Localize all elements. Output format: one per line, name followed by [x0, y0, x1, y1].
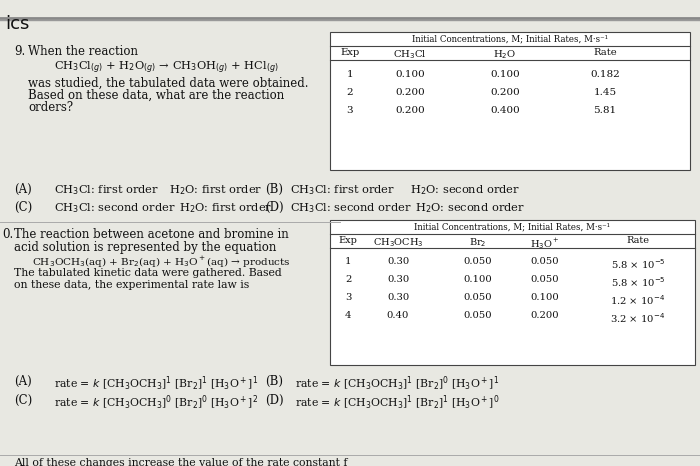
Text: 0.200: 0.200	[531, 311, 559, 320]
Text: CH$_3$Cl: second order: CH$_3$Cl: second order	[290, 201, 412, 215]
Text: 4: 4	[344, 311, 351, 320]
Text: 2: 2	[345, 275, 351, 284]
Text: 0.30: 0.30	[387, 257, 409, 266]
Text: 1.45: 1.45	[594, 88, 617, 97]
Text: (A): (A)	[14, 375, 32, 388]
Text: 3.2 × 10$^{-4}$: 3.2 × 10$^{-4}$	[610, 311, 666, 325]
Text: Br$_2$: Br$_2$	[469, 236, 486, 249]
Text: 0.40: 0.40	[387, 311, 409, 320]
Text: CH$_3$Cl: first order: CH$_3$Cl: first order	[290, 183, 395, 197]
Text: (B): (B)	[265, 375, 283, 388]
Text: H$_2$O: H$_2$O	[494, 48, 517, 61]
Text: 0.050: 0.050	[531, 257, 559, 266]
Text: 5.8 × 10$^{-5}$: 5.8 × 10$^{-5}$	[610, 257, 666, 271]
Text: The tabulated kinetic data were gathered. Based: The tabulated kinetic data were gathered…	[14, 268, 281, 278]
Text: 0.: 0.	[2, 228, 13, 241]
Text: 0.100: 0.100	[490, 70, 520, 79]
Text: 0.050: 0.050	[463, 293, 492, 302]
Text: 0.100: 0.100	[463, 275, 492, 284]
Text: Initial Concentrations, M; Initial Rates, M·s⁻¹: Initial Concentrations, M; Initial Rates…	[412, 34, 608, 43]
Text: 1: 1	[346, 70, 354, 79]
Text: 0.30: 0.30	[387, 275, 409, 284]
Text: rate = $k$ [CH$_3$OCH$_3$]$^1$ [Br$_2$]$^1$ [H$_3$O$^+$]$^0$: rate = $k$ [CH$_3$OCH$_3$]$^1$ [Br$_2$]$…	[295, 394, 499, 412]
Text: CH$_3$Cl$_{(g)}$ + H$_2$O$_{(g)}$ → CH$_3$OH$_{(g)}$ + HCl$_{(g)}$: CH$_3$Cl$_{(g)}$ + H$_2$O$_{(g)}$ → CH$_…	[54, 60, 279, 76]
Text: 0.050: 0.050	[463, 311, 492, 320]
Text: The reaction between acetone and bromine in: The reaction between acetone and bromine…	[14, 228, 288, 241]
FancyBboxPatch shape	[330, 32, 690, 170]
Text: 0.30: 0.30	[387, 293, 409, 302]
Text: Initial Concentrations, M; Initial Rates, M·s⁻¹: Initial Concentrations, M; Initial Rates…	[414, 222, 610, 231]
Text: Exp: Exp	[339, 236, 358, 245]
Text: (C): (C)	[14, 201, 32, 214]
Text: orders?: orders?	[28, 101, 73, 114]
Text: 1.2 × 10$^{-4}$: 1.2 × 10$^{-4}$	[610, 293, 666, 307]
Text: 0.200: 0.200	[395, 106, 425, 115]
Text: CH$_3$OCH$_3$(aq) + Br$_2$(aq) + H$_3$O$^+$(aq) → products: CH$_3$OCH$_3$(aq) + Br$_2$(aq) + H$_3$O$…	[32, 255, 290, 270]
Text: CH$_3$Cl: CH$_3$Cl	[393, 48, 427, 61]
Text: rate = $k$ [CH$_3$OCH$_3$]$^1$ [Br$_2$]$^1$ [H$_3$O$^+$]$^1$: rate = $k$ [CH$_3$OCH$_3$]$^1$ [Br$_2$]$…	[54, 375, 258, 393]
Text: Rate: Rate	[626, 236, 650, 245]
Text: 0.200: 0.200	[395, 88, 425, 97]
Text: 0.182: 0.182	[590, 70, 620, 79]
FancyBboxPatch shape	[330, 220, 695, 365]
Text: 5.81: 5.81	[594, 106, 617, 115]
Text: CH$_3$Cl: second order: CH$_3$Cl: second order	[54, 201, 176, 215]
Text: ics: ics	[5, 15, 29, 33]
Text: 0.050: 0.050	[531, 275, 559, 284]
Text: H$_2$O: first order: H$_2$O: first order	[169, 183, 262, 197]
Text: CH$_3$OCH$_3$: CH$_3$OCH$_3$	[372, 236, 424, 249]
Text: (B): (B)	[265, 183, 283, 196]
Text: rate = $k$ [CH$_3$OCH$_3$]$^0$ [Br$_2$]$^0$ [H$_3$O$^+$]$^2$: rate = $k$ [CH$_3$OCH$_3$]$^0$ [Br$_2$]$…	[54, 394, 258, 412]
Text: (C): (C)	[14, 394, 32, 407]
Text: acid solution is represented by the equation: acid solution is represented by the equa…	[14, 241, 276, 254]
Text: (D): (D)	[265, 201, 284, 214]
Text: When the reaction: When the reaction	[28, 45, 138, 58]
Text: 2: 2	[346, 88, 354, 97]
Text: 5.8 × 10$^{-5}$: 5.8 × 10$^{-5}$	[610, 275, 666, 289]
Text: 0.100: 0.100	[531, 293, 559, 302]
Text: 0.400: 0.400	[490, 106, 520, 115]
Text: 3: 3	[346, 106, 354, 115]
Text: 9.: 9.	[14, 45, 25, 58]
Text: was studied, the tabulated data were obtained.: was studied, the tabulated data were obt…	[28, 77, 309, 90]
Text: on these data, the experimental rate law is: on these data, the experimental rate law…	[14, 280, 249, 290]
Text: 3: 3	[345, 293, 351, 302]
Text: 0.050: 0.050	[463, 257, 492, 266]
Text: CH$_3$Cl: first order: CH$_3$Cl: first order	[54, 183, 159, 197]
Text: H$_3$O$^+$: H$_3$O$^+$	[530, 236, 560, 251]
Text: H$_2$O: first order: H$_2$O: first order	[179, 201, 272, 215]
Text: (A): (A)	[14, 183, 32, 196]
Text: All of these changes increase the value of the rate constant f: All of these changes increase the value …	[14, 458, 347, 466]
Text: H$_2$O: second order: H$_2$O: second order	[410, 183, 520, 197]
Text: Exp: Exp	[340, 48, 360, 57]
Text: Based on these data, what are the reaction: Based on these data, what are the reacti…	[28, 89, 284, 102]
Text: H$_2$O: second order: H$_2$O: second order	[415, 201, 525, 215]
Text: 0.200: 0.200	[490, 88, 520, 97]
Text: 1: 1	[344, 257, 351, 266]
Text: Rate: Rate	[593, 48, 617, 57]
Text: (D): (D)	[265, 394, 284, 407]
Text: 0.100: 0.100	[395, 70, 425, 79]
Text: rate = $k$ [CH$_3$OCH$_3$]$^1$ [Br$_2$]$^0$ [H$_3$O$^+$]$^1$: rate = $k$ [CH$_3$OCH$_3$]$^1$ [Br$_2$]$…	[295, 375, 499, 393]
